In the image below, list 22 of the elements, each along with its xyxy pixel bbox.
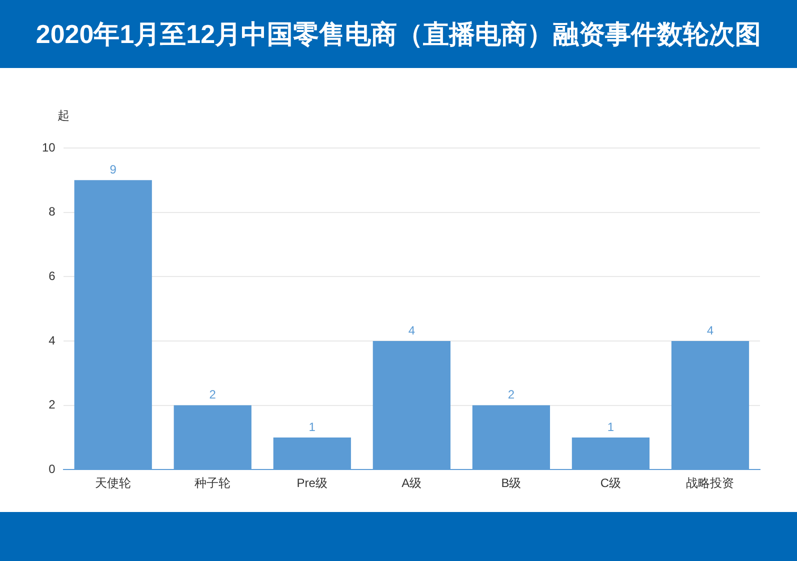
data-label: 1 xyxy=(607,420,614,434)
x-tick-label: C级 xyxy=(600,476,622,490)
y-tick-label: 0 xyxy=(48,462,56,476)
data-label: 2 xyxy=(209,388,216,402)
data-label: 4 xyxy=(706,323,714,338)
data-label: 4 xyxy=(408,323,416,338)
data-label: 1 xyxy=(308,420,316,434)
chart-title: 2020年1月至12月中国零售电商（直播电商）融资事件数轮次图 xyxy=(36,18,762,50)
x-tick-label: 战略投资 xyxy=(686,476,734,490)
x-tick-label: 天使轮 xyxy=(95,476,132,490)
y-tick-label: 6 xyxy=(48,268,56,283)
x-tick-label: B级 xyxy=(501,476,522,490)
y-tick-label: 4 xyxy=(48,333,56,348)
x-tick-label: A级 xyxy=(402,476,422,490)
y-axis-title: 起 xyxy=(57,108,70,122)
data-label: 2 xyxy=(508,388,515,402)
x-tick-label: 种子轮 xyxy=(194,476,231,490)
y-tick-label: 8 xyxy=(48,204,56,219)
y-tick-label: 10 xyxy=(42,140,56,154)
x-tick-label: Pre级 xyxy=(296,476,328,490)
data-label: 9 xyxy=(110,162,117,176)
y-tick-label: 2 xyxy=(48,398,56,412)
